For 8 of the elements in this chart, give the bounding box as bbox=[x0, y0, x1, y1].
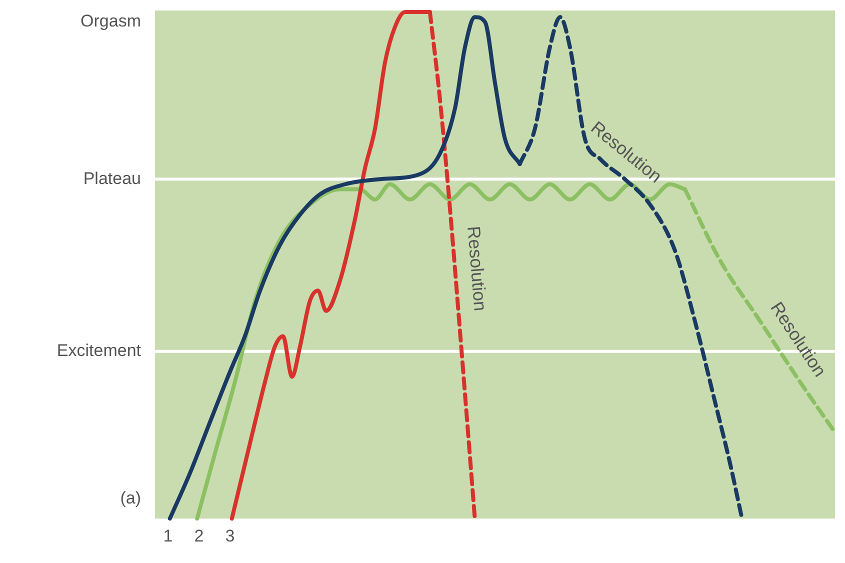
text: Resolution bbox=[464, 225, 490, 312]
x-tick-label: 2 bbox=[194, 526, 204, 546]
x-tick-label: 3 bbox=[225, 526, 235, 546]
ref-line-label: Plateau bbox=[83, 168, 141, 188]
text: (a) bbox=[120, 488, 141, 508]
ref-line-label: Orgasm bbox=[80, 12, 141, 31]
ref-line-label: Excitement bbox=[56, 341, 142, 360]
x-tick-label: 1 bbox=[163, 526, 173, 546]
